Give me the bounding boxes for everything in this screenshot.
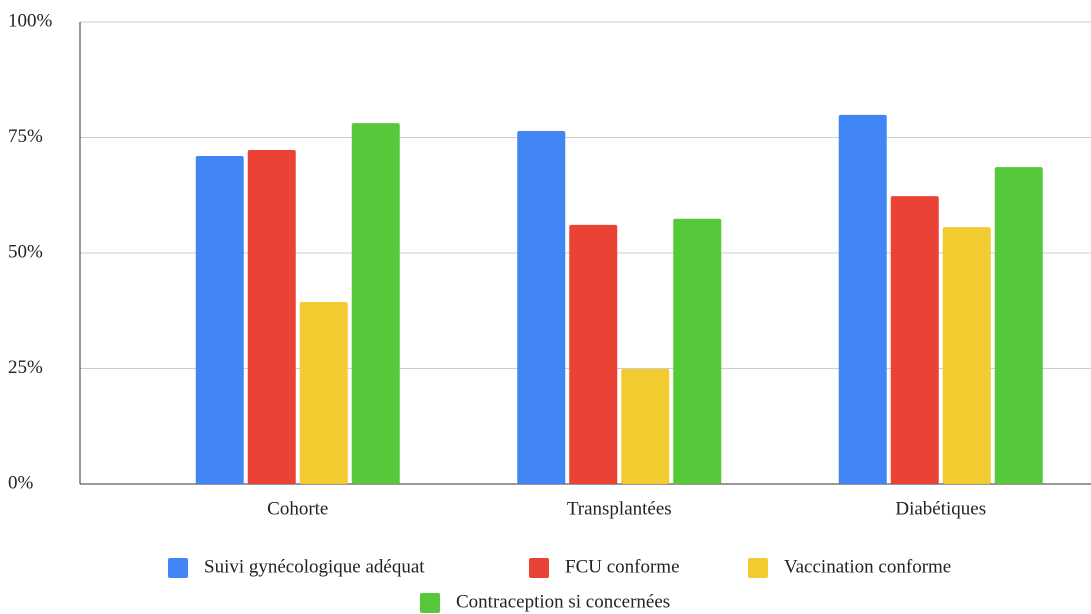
bar <box>569 224 618 484</box>
x-tick-label: Diabétiques <box>895 498 986 519</box>
legend-label: Suivi gynécologique adéquat <box>204 556 425 577</box>
legend-swatch <box>420 593 440 613</box>
legend-label: Vaccination conforme <box>784 556 951 577</box>
bar <box>994 167 1043 484</box>
bar <box>351 123 400 484</box>
x-tick-label: Transplantées <box>567 498 672 519</box>
legend-label: FCU conforme <box>565 556 680 577</box>
bar <box>195 155 244 485</box>
bar <box>247 149 296 484</box>
y-tick-label: 25% <box>8 357 43 378</box>
legend-label: Contraception si concernées <box>456 591 670 612</box>
bar <box>942 227 991 485</box>
y-tick-label: 0% <box>8 472 34 493</box>
legend-swatch <box>168 558 188 578</box>
bar <box>890 196 939 484</box>
y-tick-label: 100% <box>8 10 53 31</box>
y-tick-label: 50% <box>8 241 43 262</box>
bar <box>621 368 670 484</box>
bar <box>517 131 566 485</box>
x-tick-label: Cohorte <box>267 498 328 519</box>
bar <box>838 114 887 484</box>
legend-swatch <box>748 558 768 578</box>
y-tick-label: 75% <box>8 126 43 147</box>
legend-swatch <box>529 558 549 578</box>
bar <box>299 301 348 484</box>
bar <box>673 218 722 484</box>
